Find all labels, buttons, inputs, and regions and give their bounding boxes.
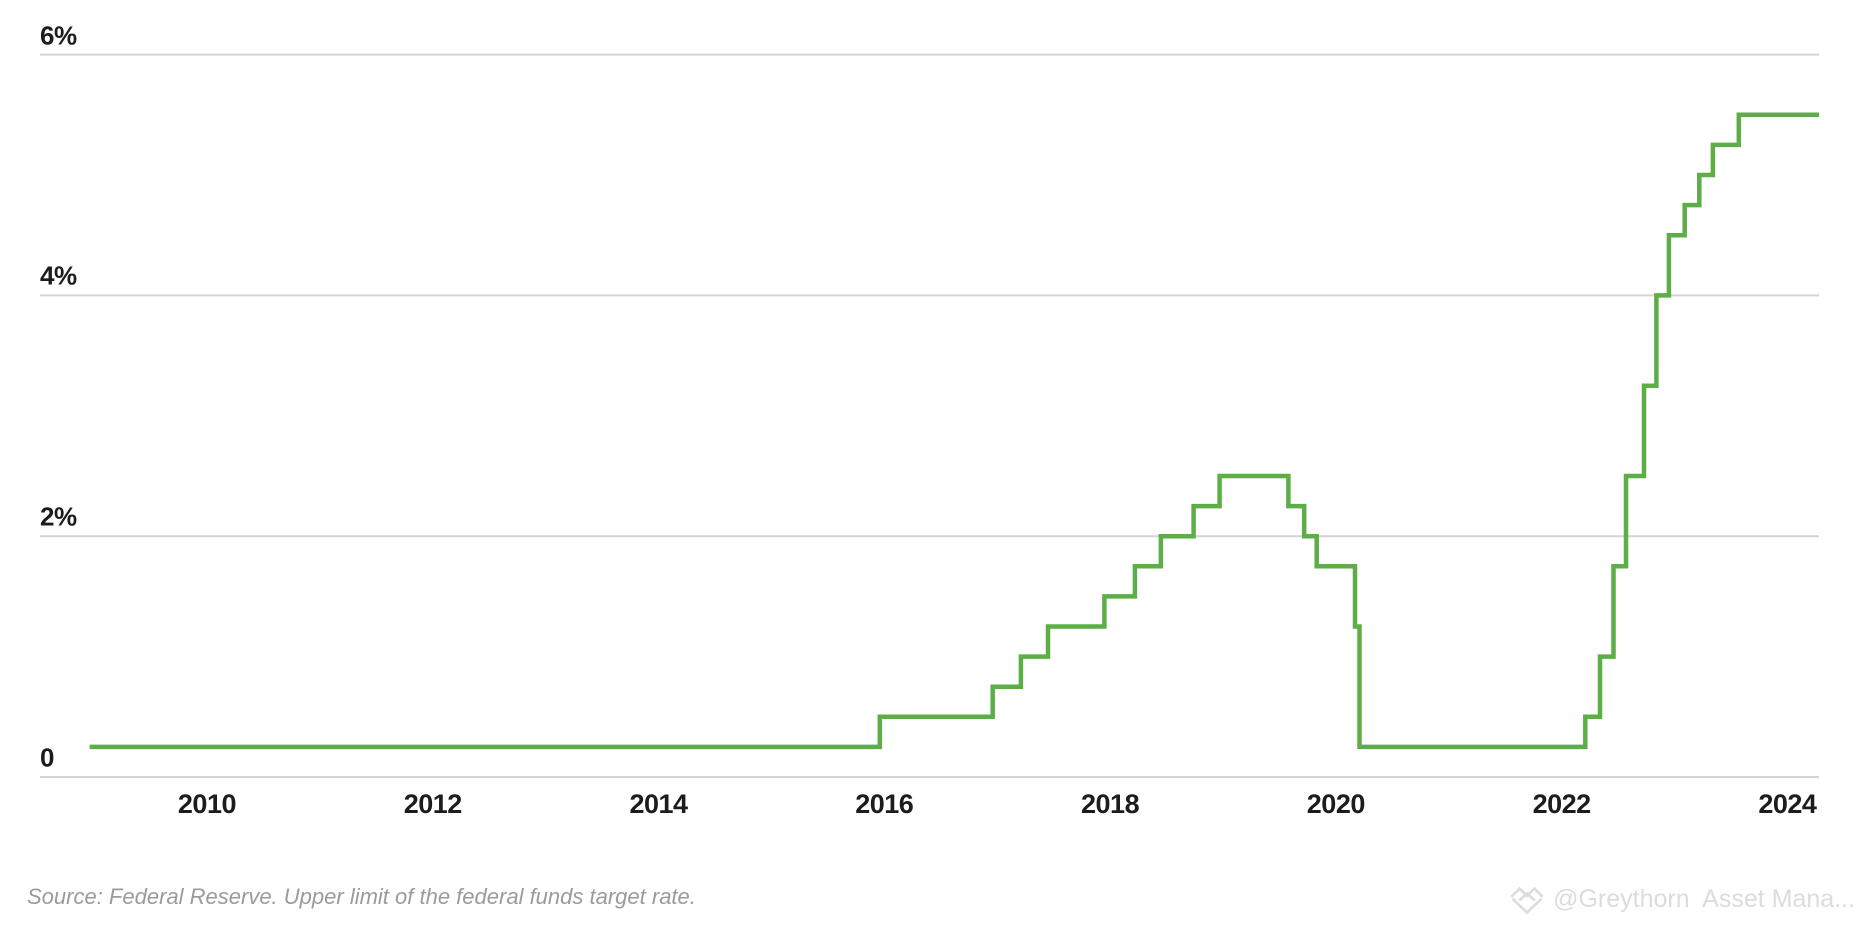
x-axis-tick-label: 2012 bbox=[403, 789, 463, 819]
greythorn-diamond-logo-icon bbox=[1510, 886, 1544, 915]
x-axis-tick-label: 2016 bbox=[855, 789, 914, 819]
watermark: @Greythorn Asset Mana... bbox=[1508, 883, 1855, 915]
x-axis-tick-label: 2020 bbox=[1306, 789, 1366, 819]
y-axis-tick-label: 2% bbox=[40, 501, 77, 532]
x-axis-tick-label: 2014 bbox=[629, 789, 688, 819]
x-axis-tick-label: 2024 bbox=[1758, 789, 1817, 819]
source-note: Source: Federal Reserve. Upper limit of … bbox=[27, 884, 696, 909]
x-axis-tick-label: 2010 bbox=[177, 789, 237, 819]
y-axis-tick-label: 6% bbox=[40, 20, 77, 50]
fed-rate-step-line bbox=[89, 112, 1819, 750]
watermark-text: @Greythorn Asset Mana... bbox=[1553, 884, 1855, 913]
y-axis-tick-label: 4% bbox=[40, 260, 77, 291]
y-axis-tick-label: 0 bbox=[40, 742, 54, 773]
x-axis-tick-label: 2018 bbox=[1081, 789, 1140, 819]
x-axis-tick-label: 2022 bbox=[1532, 789, 1592, 819]
